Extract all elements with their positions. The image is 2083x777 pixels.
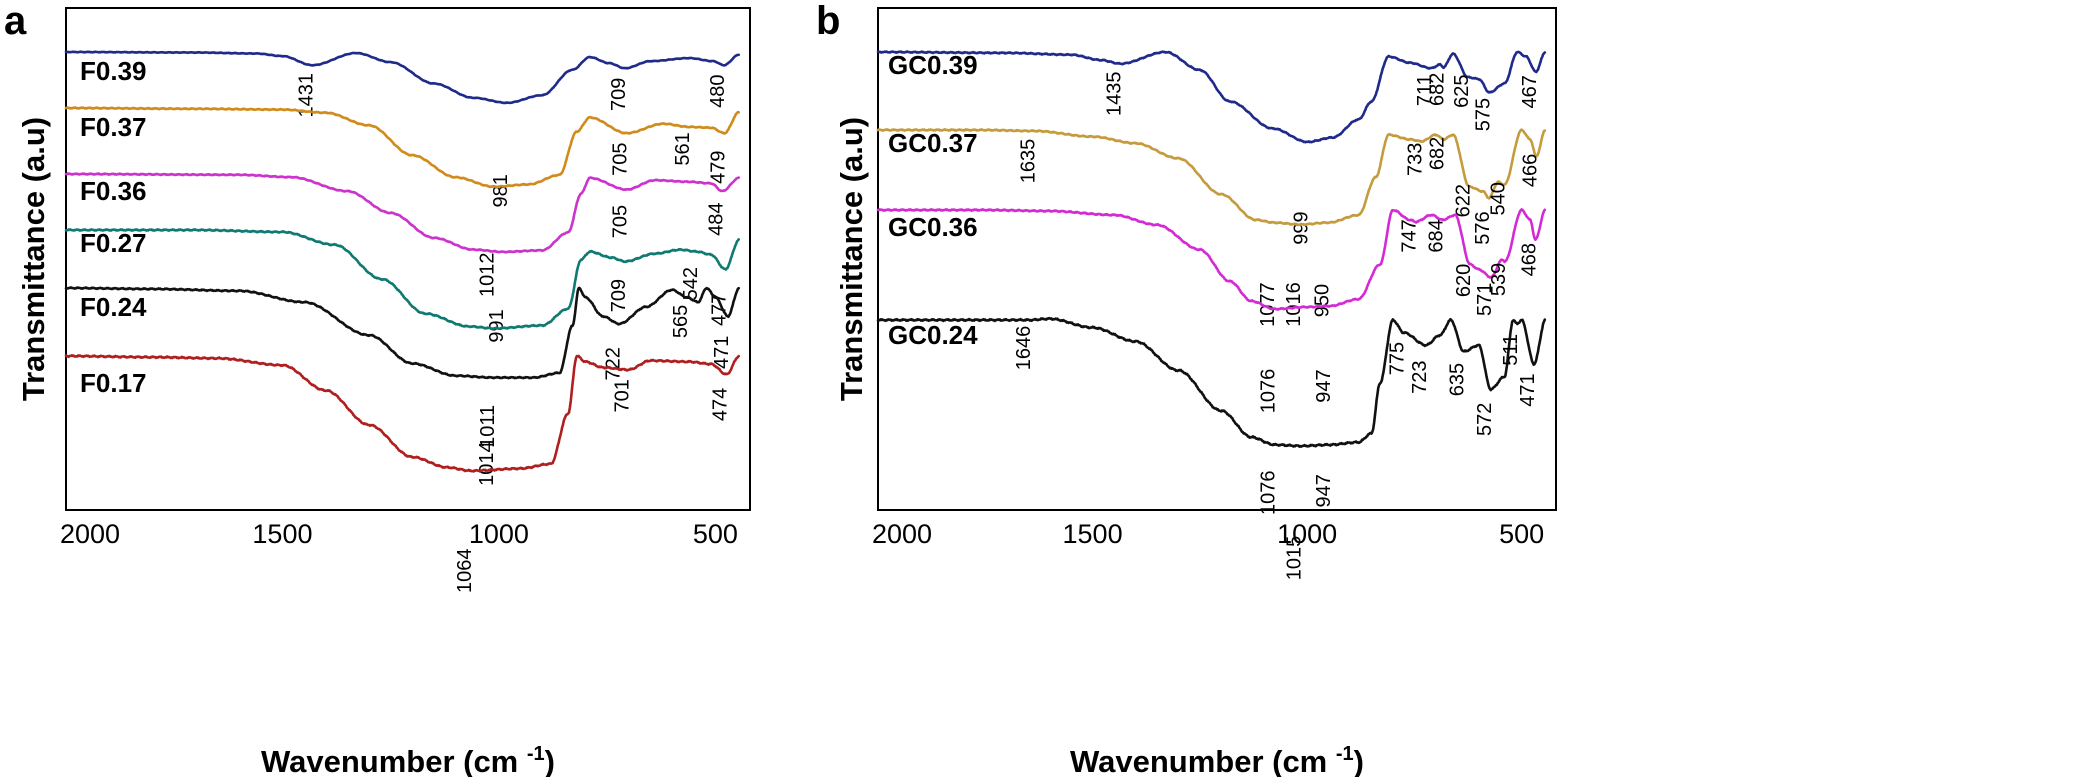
peak-label: 474 [710, 388, 732, 421]
peak-label: 709 [608, 78, 630, 111]
peak-label: 705 [610, 143, 632, 176]
peak-label: 1435 [1103, 71, 1125, 116]
figure-canvas: a 2000 1500 1000 500 Wavenumber (cm -1) Transm… [0, 0, 2083, 777]
series-label: GC0.36 [888, 212, 978, 242]
peak-label: 467 [1519, 75, 1541, 108]
series-label: F0.39 [80, 56, 147, 86]
peak-label: 477 [708, 293, 730, 326]
x-tick-label: 2000 [872, 519, 932, 549]
x-tick-label: 1000 [469, 519, 529, 549]
peak-label: 722 [602, 347, 624, 380]
peak-label: 561 [672, 132, 694, 165]
series-label: F0.24 [80, 292, 147, 322]
x-tick-label: 500 [693, 519, 738, 549]
series-label: F0.27 [80, 228, 147, 258]
series-F0.27: F0.27 1011 709 542 477 [66, 228, 739, 448]
series-label: GC0.24 [888, 320, 978, 350]
peak-label: 684 [1426, 219, 1448, 252]
peak-label: 575 [1472, 98, 1494, 131]
peak-label: 1014 [476, 441, 498, 486]
x-tick-label: 2000 [60, 519, 120, 549]
peak-label: 1016 [1283, 282, 1305, 327]
panel-a: a 2000 1500 1000 500 Wavenumber (cm -1) Transm… [4, 0, 750, 777]
peak-label: 572 [1474, 403, 1496, 436]
panel-letter: b [816, 0, 840, 43]
peak-label: 468 [1518, 243, 1540, 276]
panel-b: b 2000 1500 1000 500 Wavenumber (cm -1) Transm… [816, 0, 1556, 777]
peak-label: 471 [1517, 373, 1539, 406]
x-tick-label: 500 [1499, 519, 1544, 549]
x-tick-label: 1500 [1063, 519, 1123, 549]
x-tick-label: 1500 [252, 519, 312, 549]
series-line [66, 52, 739, 103]
series-F0.37: F0.37 1012 705 561 479 [66, 108, 739, 297]
peak-label: 466 [1519, 154, 1541, 187]
series-label: GC0.39 [888, 50, 978, 80]
peak-label: 1012 [477, 252, 499, 297]
peak-label: 701 [611, 379, 633, 412]
peak-label: 682 [1427, 73, 1449, 106]
peak-label: 947 [1313, 369, 1335, 402]
series-line [66, 355, 739, 471]
series-label: F0.36 [80, 176, 147, 206]
series-F0.17: F0.17 1064 701 474 [66, 355, 739, 593]
series-line [66, 174, 739, 253]
panel-letter: a [4, 0, 27, 43]
peak-label: 540 [1488, 182, 1510, 215]
peak-label: 565 [670, 305, 692, 338]
peak-label: 723 [1409, 361, 1431, 394]
x-axis-title: Wavenumber (cm -1) [261, 743, 555, 777]
peak-label: 484 [705, 202, 727, 235]
peak-label: 747 [1399, 219, 1421, 252]
peak-label: 1635 [1018, 139, 1040, 184]
plot-frame [66, 8, 750, 510]
series-F0.39: F0.39 1431 981 709 480 [66, 52, 739, 208]
peak-label: 1076 [1258, 369, 1280, 414]
peak-label: 682 [1427, 137, 1449, 170]
peak-label: 625 [1451, 75, 1473, 108]
series-line [878, 318, 1545, 447]
peak-label: 705 [610, 205, 632, 238]
y-axis-title: Transmittance (a.u) [16, 117, 51, 401]
peak-label: 480 [707, 75, 729, 108]
peak-label: 709 [608, 279, 630, 312]
x-axis-title: Wavenumber (cm -1) [1070, 743, 1364, 777]
series-label: F0.37 [80, 112, 147, 142]
peak-label: 622 [1452, 184, 1474, 217]
series-F0.24: F0.24 1014 722 565 471 [66, 287, 739, 485]
peak-label: 1015 [1284, 536, 1306, 581]
peak-label: 1076 [1258, 470, 1280, 515]
peak-label: 1064 [454, 549, 476, 594]
peak-label: 775 [1387, 342, 1409, 375]
peak-label: 635 [1447, 363, 1469, 396]
y-axis-title: Transmittance (a.u) [834, 117, 869, 401]
peak-label: 479 [707, 151, 729, 184]
peak-label: 1646 [1013, 326, 1035, 371]
peak-label: 511 [1500, 334, 1522, 366]
series-label: F0.17 [80, 368, 147, 398]
peak-label: 620 [1453, 264, 1475, 297]
series-line [66, 229, 739, 329]
peak-label: 947 [1313, 474, 1335, 507]
peak-label: 733 [1405, 143, 1427, 176]
series-label: GC0.37 [888, 128, 978, 158]
peak-label: 991 [486, 309, 508, 342]
peak-label: 981 [490, 174, 512, 207]
peak-label: 539 [1488, 263, 1510, 296]
peak-label: 950 [1312, 284, 1334, 317]
peak-label: 999 [1291, 211, 1313, 244]
